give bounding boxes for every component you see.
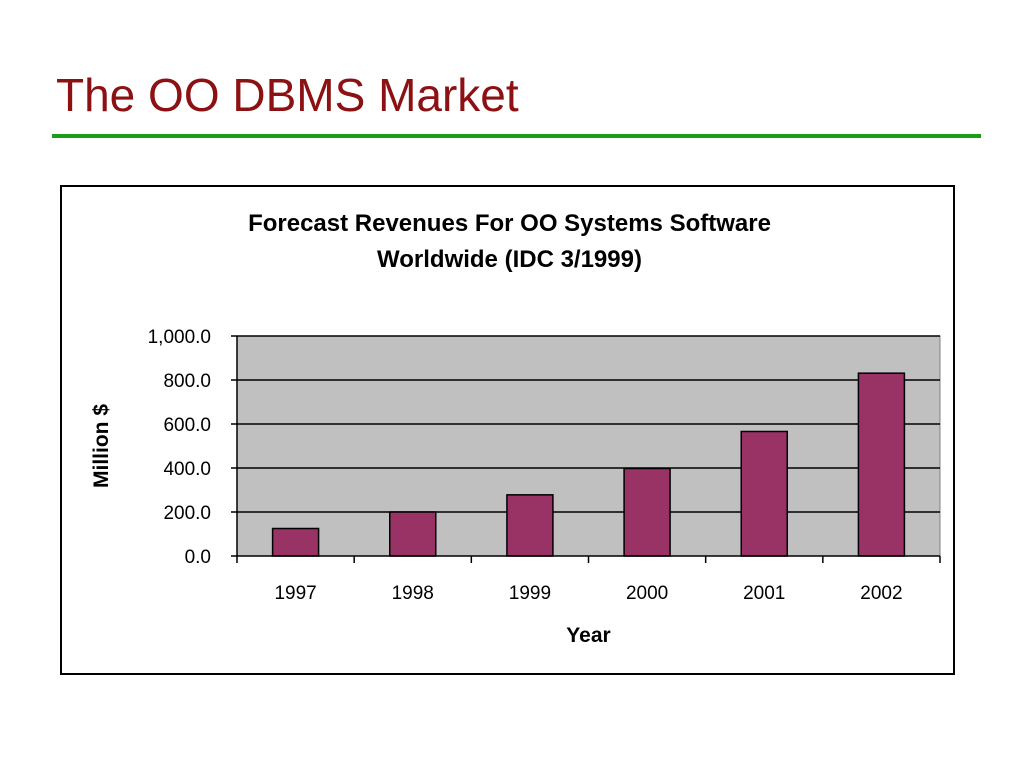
y-tick-label: 600.0 xyxy=(163,415,211,436)
y-tick-label: 400.0 xyxy=(163,459,211,480)
bar-1999 xyxy=(506,494,554,557)
slide-title: The OO DBMS Market xyxy=(56,69,519,121)
x-tick-label: 2002 xyxy=(860,583,902,604)
y-tick-label: 200.0 xyxy=(163,503,211,524)
chart-title-line-2: Worldwide (IDC 3/1999) xyxy=(377,246,642,273)
x-tick-label: 2001 xyxy=(743,583,785,604)
bar-2000 xyxy=(623,467,671,557)
bar-chart: 0.0 200.0 400.0 600.0 800.0 1,000.0 1997 1998 19… xyxy=(90,327,941,647)
chart-title: Forecast Revenues For OO Systems Softwar… xyxy=(62,206,957,278)
bar-2001 xyxy=(740,430,788,557)
y-tick-label: 0.0 xyxy=(185,547,211,568)
bar-2002 xyxy=(857,372,906,557)
y-tick-label: 800.0 xyxy=(163,371,211,392)
y-axis-label: Million $ xyxy=(90,404,113,488)
x-tick-label: 2000 xyxy=(626,583,668,604)
bar-1997 xyxy=(271,527,320,557)
chart-frame: Forecast Revenues For OO Systems Softwar… xyxy=(60,185,955,675)
bar-1998 xyxy=(389,511,437,557)
x-axis-label: Year xyxy=(566,624,610,647)
plot-area xyxy=(236,335,941,557)
x-tick-label: 1997 xyxy=(274,583,316,604)
chart-title-line-1: Forecast Revenues For OO Systems Softwar… xyxy=(248,210,771,237)
x-tick-label: 1999 xyxy=(509,583,551,604)
y-tick-label: 1,000.0 xyxy=(148,327,211,348)
x-tick-label: 1998 xyxy=(392,583,434,604)
title-underline xyxy=(52,134,981,138)
